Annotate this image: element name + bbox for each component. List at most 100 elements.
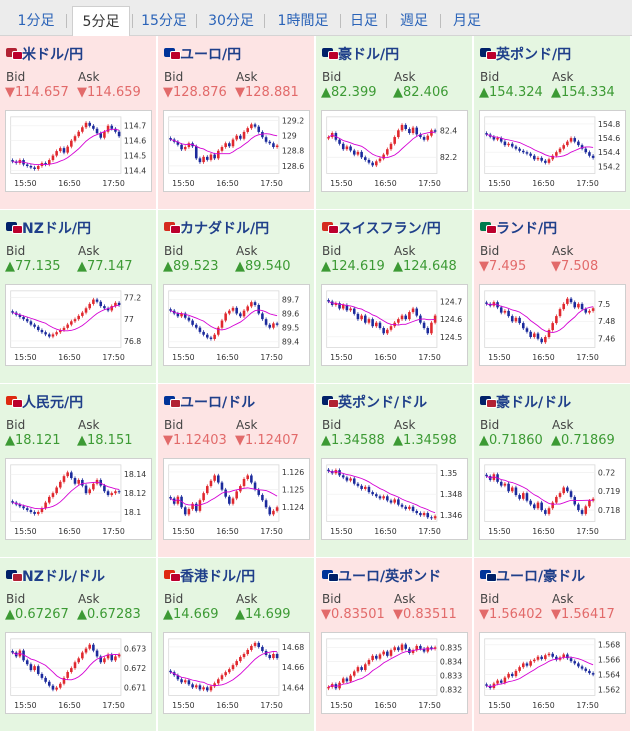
rate-card[interactable]: ユーロ/英ポンド Bid Ask ▼0.83501 ▼0.83511 0.835 0.834…: [316, 558, 473, 732]
candle-body: [44, 163, 47, 165]
tab-6[interactable]: 週足: [400, 13, 428, 29]
rate-card[interactable]: 香港ドル/円 Bid Ask ▲14.669 ▲14.699 14.68 14.66 14.6…: [158, 558, 315, 732]
pair-name-link[interactable]: 英ポンド/円: [496, 47, 572, 63]
pair-name-link[interactable]: NZドル/円: [22, 221, 91, 237]
chart-svg: 1.126 1.125 1.124 15:50 16:50 17:50: [168, 464, 304, 536]
candle-body: [169, 138, 172, 140]
candle-body: [580, 145, 584, 149]
ask-label: Ask: [78, 592, 100, 606]
mini-candlestick-chart[interactable]: 1.126 1.125 1.124 15:50 16:50 17:50: [163, 458, 310, 540]
candle-body: [349, 146, 352, 151]
candle-body: [66, 472, 69, 477]
candle-body: [114, 491, 117, 494]
mini-candlestick-chart[interactable]: 0.72 0.719 0.718 15:50 16:50 17:50: [479, 458, 626, 540]
rate-card[interactable]: 豪ドル/ドル Bid Ask ▲0.71860 ▲0.71869 0.72 0.719 0.7…: [474, 384, 631, 558]
candle-body: [84, 648, 88, 653]
flag-quote-icon: [12, 51, 23, 60]
candle-body: [496, 138, 499, 140]
mini-candlestick-chart[interactable]: 114.7 114.6 114.5 114.4 15:50 16:50 17:50: [5, 110, 152, 192]
candle-body: [397, 319, 400, 323]
plot-area: [484, 116, 596, 174]
x-tick-label: 15:50: [330, 179, 353, 188]
pair-name-link[interactable]: 米ドル/円: [22, 47, 84, 63]
pair-name-link[interactable]: 香港ドル/円: [180, 569, 256, 585]
rate-card[interactable]: ユーロ/豪ドル Bid Ask ▼1.56402 ▼1.56417 1.568 1.566 1…: [474, 558, 631, 732]
pair-name-link[interactable]: ユーロ/ドル: [180, 395, 256, 411]
rate-card[interactable]: 米ドル/円 Bid Ask ▼114.657 ▼114.659 114.7 114.6 114…: [0, 36, 157, 210]
pair-name-link[interactable]: ランド/円: [496, 221, 558, 237]
candle-body: [382, 327, 385, 334]
mini-candlestick-chart[interactable]: 7.5 7.48 7.46 15:50 16:50 17:50: [479, 284, 626, 366]
currency-flag-icon: [322, 570, 339, 582]
mini-candlestick-chart[interactable]: 1.35 1.348 1.346 15:50 16:50 17:50: [321, 458, 468, 540]
mini-candlestick-chart[interactable]: 0.673 0.672 0.671 15:50 16:50 17:50: [5, 632, 152, 714]
rate-card[interactable]: 英ポンド/円 Bid Ask ▲154.324 ▲154.334 154.8 154.6 15…: [474, 36, 631, 210]
x-tick-label: 15:50: [14, 527, 37, 536]
candle-body: [426, 327, 430, 334]
candle-body: [257, 489, 261, 495]
currency-flag-icon: [164, 48, 181, 60]
y-tick-label: 77.2: [124, 293, 141, 302]
pair-name-link[interactable]: ユーロ/円: [180, 47, 242, 63]
candle-body: [386, 149, 389, 155]
candle-body: [95, 128, 99, 134]
tab-1[interactable]: 5分足: [72, 6, 130, 36]
rate-card[interactable]: ユーロ/ドル Bid Ask ▼1.12403 ▼1.12407 1.126 1.125 1.…: [158, 384, 315, 558]
candle-body: [29, 165, 33, 168]
candle-body: [338, 139, 341, 144]
rate-card[interactable]: スイスフラン/円 Bid Ask ▲124.619 ▲124.648 124.7 124.6…: [316, 210, 473, 384]
rate-card[interactable]: ユーロ/円 Bid Ask ▼128.876 ▼128.881 129.2 129 128.8…: [158, 36, 315, 210]
ask-value: ▼7.508: [551, 259, 599, 274]
rate-card[interactable]: 豪ドル/円 Bid Ask ▲82.399 ▲82.406 82.4 82.2 15:50 16…: [316, 36, 473, 210]
mini-candlestick-chart[interactable]: 124.7 124.6 124.5 15:50 16:50 17:50: [321, 284, 468, 366]
flag-quote-icon: [12, 573, 23, 582]
y-tick-label: 0.671: [124, 684, 146, 693]
pair-name-link[interactable]: 豪ドル/ドル: [496, 395, 572, 411]
mini-candlestick-chart[interactable]: 18.14 18.12 18.1 15:50 16:50 17:50: [5, 458, 152, 540]
tab-0[interactable]: 1分足: [17, 13, 55, 29]
mini-candlestick-chart[interactable]: 14.68 14.66 14.64 15:50 16:50 17:50: [163, 632, 310, 714]
rate-card[interactable]: 英ポンド/ドル Bid Ask ▲1.34588 ▲1.34598 1.35 1.348 1.…: [316, 384, 473, 558]
pair-name-link[interactable]: カナダドル/円: [180, 221, 270, 237]
mini-candlestick-chart[interactable]: 129.2 129 128.8 128.6 15:50 16:50 17:50: [163, 110, 310, 192]
ask-label: Ask: [236, 244, 258, 258]
candle-body: [205, 486, 209, 494]
mini-candlestick-chart[interactable]: 1.568 1.566 1.564 1.562 15:50 16:50 17:50: [479, 632, 626, 714]
candle-body: [433, 647, 437, 649]
candle-body: [588, 500, 591, 507]
candle-body: [518, 667, 521, 671]
pair-name-link[interactable]: 豪ドル/円: [338, 47, 400, 63]
rate-card[interactable]: NZドル/円 Bid Ask ▲77.135 ▲77.147 77.2 77 76.8 15:5…: [0, 210, 157, 384]
mini-candlestick-chart[interactable]: 89.7 89.6 89.5 89.4 15:50 16:50 17:50: [163, 284, 310, 366]
pair-name-link[interactable]: ユーロ/豪ドル: [496, 569, 586, 585]
y-tick-label: 89.6: [282, 309, 299, 318]
chart-svg: 89.7 89.6 89.5 89.4 15:50 16:50 17:50: [168, 290, 299, 362]
pair-name-link[interactable]: スイスフラン/円: [338, 221, 441, 237]
rate-card[interactable]: 人民元/円 Bid Ask ▲18.121 ▲18.151 18.14 18.12 18.1 1…: [0, 384, 157, 558]
ask-value: ▲89.540: [235, 259, 291, 274]
moving-average-line: [12, 128, 120, 166]
candle-body: [84, 122, 88, 128]
mini-candlestick-chart[interactable]: 154.8 154.6 154.4 154.2 15:50 16:50 17:50: [479, 110, 626, 192]
tab-2[interactable]: 15分足: [141, 13, 187, 29]
moving-average-line: [328, 648, 436, 688]
pair-name-link[interactable]: NZドル/ドル: [22, 569, 105, 585]
rate-card[interactable]: ランド/円 Bid Ask ▼7.495 ▼7.508 7.5 7.48 7.46 15:50 1…: [474, 210, 631, 384]
tab-5[interactable]: 日足: [350, 13, 378, 29]
candle-body: [389, 326, 393, 330]
tab-7[interactable]: 月足: [453, 13, 481, 29]
rate-card[interactable]: NZドル/ドル Bid Ask ▲0.67267 ▲0.67283 0.673 0.672 0…: [0, 558, 157, 732]
rate-card[interactable]: カナダドル/円 Bid Ask ▲89.523 ▲89.540 89.7 89.6 89.5 8…: [158, 210, 315, 384]
pair-name-link[interactable]: 人民元/円: [22, 395, 84, 411]
candle-body: [551, 653, 554, 657]
pair-name-link[interactable]: ユーロ/英ポンド: [338, 569, 442, 585]
tab-3[interactable]: 30分足: [208, 13, 254, 29]
tab-4[interactable]: 1時間足: [277, 13, 329, 29]
mini-candlestick-chart[interactable]: 0.835 0.834 0.833 0.832 15:50 16:50 17:50: [321, 632, 468, 714]
mini-candlestick-chart[interactable]: 77.2 77 76.8 15:50 16:50 17:50: [5, 284, 152, 366]
candle-body: [367, 486, 371, 493]
mini-candlestick-chart[interactable]: 82.4 82.2 15:50 16:50 17:50: [321, 110, 468, 192]
candle-body: [533, 504, 536, 509]
pair-name-link[interactable]: 英ポンド/ドル: [338, 395, 428, 411]
x-tick-label: 17:50: [576, 353, 599, 362]
